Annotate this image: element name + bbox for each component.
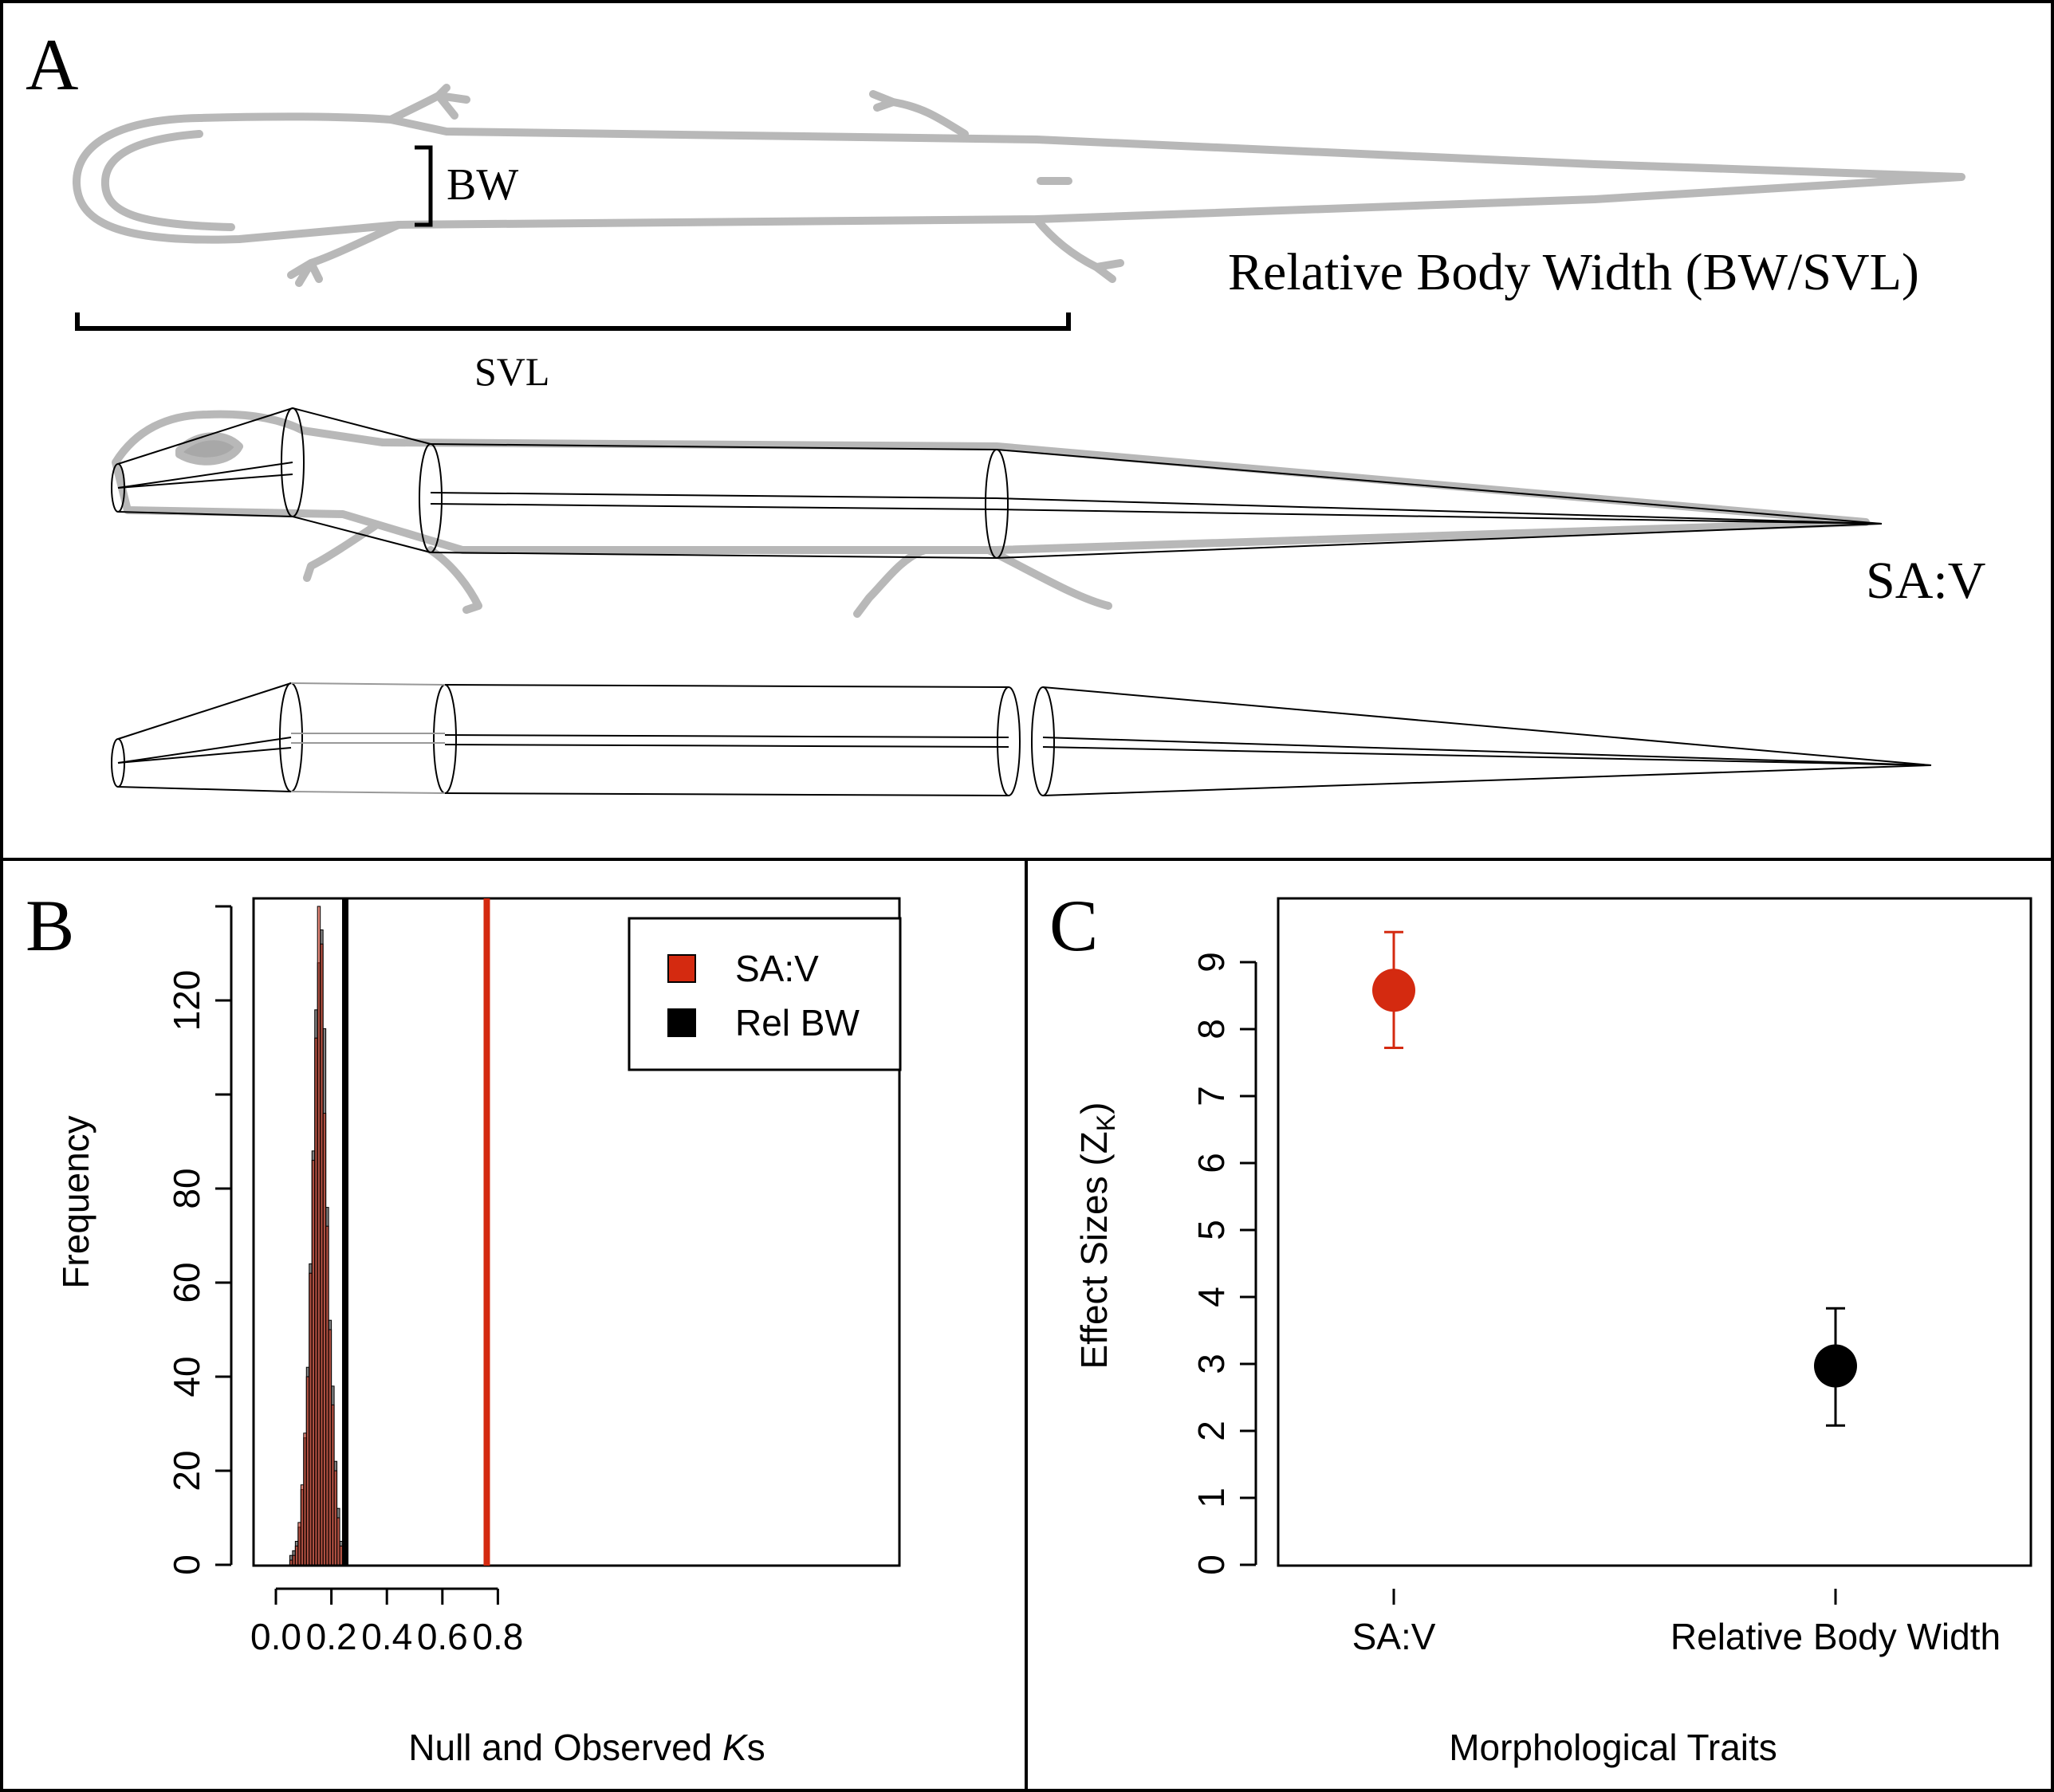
effect-size-point	[1372, 969, 1415, 1012]
histogram-bar	[305, 1376, 310, 1566]
rel-bw-title: Relative Body Width (BW/SVL)	[1228, 243, 1919, 301]
x-tick-label: 0.4	[361, 1616, 412, 1657]
y-tick-label: 5	[1190, 1220, 1232, 1240]
y-tick-label: 20	[166, 1450, 207, 1491]
histogram-y-axis-title: Frequency	[55, 1115, 96, 1288]
histogram-bar	[328, 1329, 332, 1566]
panel-b-label: B	[26, 885, 74, 966]
legend-swatch-sav	[667, 954, 696, 983]
x-tick-label: 0.0	[250, 1616, 301, 1657]
svl-label: SVL	[474, 349, 549, 394]
x-tick-label: 0.8	[472, 1616, 523, 1657]
histogram-bar	[325, 1225, 329, 1566]
x-tick-label: SA:V	[1352, 1616, 1436, 1657]
histogram-bar	[314, 1037, 318, 1566]
y-tick-label: 80	[166, 1168, 207, 1208]
histogram-x-axis-title: Null and Observed Ks	[408, 1727, 765, 1768]
observed-k-lines	[342, 898, 490, 1566]
effect-size-plot-frame	[1277, 897, 2032, 1567]
effect-size-x-axis: SA:V Relative Body Width	[1352, 1589, 2001, 1657]
legend-swatch-rel-bw	[667, 1008, 696, 1037]
legend-box	[628, 917, 902, 1071]
y-tick-label: 9	[1190, 952, 1232, 973]
svl-bracket	[75, 312, 1071, 331]
y-tick-label: 8	[1190, 1019, 1232, 1039]
histogram-bar	[331, 1404, 335, 1566]
y-tick-label: 120	[166, 970, 207, 1032]
sav-model-geometric	[111, 682, 1932, 796]
histogram-bar	[320, 943, 324, 1566]
effect-size-point	[1814, 1344, 1857, 1388]
panel-a: A BW SVL Relative Body Width (BW/SVL)	[26, 24, 1985, 796]
y-tick-label: 0	[1190, 1554, 1232, 1575]
x-tick-label: Relative Body Width	[1670, 1616, 2001, 1657]
histogram-bar	[292, 1554, 296, 1566]
histogram-y-axis: 0 20 40 60 80 120	[166, 905, 233, 1575]
y-tick-label: 3	[1190, 1354, 1232, 1374]
histogram-bar	[317, 906, 321, 1566]
histogram-plot-frame	[252, 897, 901, 1567]
panel-c: C 0 1 2 3 4 5 6 7 8 9 SA:V Relative Body Width Mor…	[1049, 885, 2032, 1768]
panel-b: B 0.0 0.2 0.4 0.6 0.8 0 20 40 60 80 120 SA:V Rel …	[26, 885, 902, 1768]
y-tick-label: 7	[1190, 1086, 1232, 1106]
bw-label: BW	[447, 160, 518, 210]
panel-a-label: A	[26, 24, 78, 105]
legend-label-rel-bw: Rel BW	[735, 1002, 860, 1043]
sav-model-lateral	[111, 407, 1883, 559]
y-tick-label: 1	[1190, 1487, 1232, 1508]
x-tick-label: 0.6	[417, 1616, 468, 1657]
histogram-legend: SA:V Rel BW	[628, 917, 902, 1071]
histogram-bar	[311, 1160, 316, 1566]
effect-size-y-axis: 0 1 2 3 4 5 6 7 8 9	[1190, 952, 1257, 1575]
histogram-bar	[322, 1113, 327, 1566]
y-tick-label: 6	[1190, 1153, 1232, 1173]
salamander-dorsal-illustration	[72, 84, 1965, 287]
effect-size-x-axis-title: Morphological Traits	[1449, 1727, 1777, 1768]
y-tick-label: 40	[166, 1356, 207, 1397]
x-tick-label: 0.2	[306, 1616, 357, 1657]
histogram-bar	[309, 1272, 313, 1566]
bw-bracket	[415, 145, 433, 227]
histogram-bar	[297, 1522, 301, 1566]
histogram-x-axis: 0.0 0.2 0.4 0.6 0.8	[250, 1587, 523, 1657]
histogram-bar	[333, 1470, 338, 1566]
histogram-bar	[339, 1545, 344, 1566]
histogram-bar	[289, 1559, 293, 1566]
y-tick-label: 4	[1190, 1287, 1232, 1307]
histogram-bar	[303, 1432, 307, 1566]
histogram-bar	[294, 1545, 299, 1566]
legend-label-sav: SA:V	[735, 948, 819, 989]
panel-c-label: C	[1049, 885, 1098, 966]
effect-size-y-axis-title: Effect Sizes (ZK)	[1073, 1102, 1120, 1370]
sav-title: SA:V	[1866, 552, 1985, 610]
salamander-lateral-illustration	[112, 410, 1870, 618]
y-tick-label: 60	[166, 1262, 207, 1303]
y-tick-label: 0	[166, 1554, 207, 1575]
histogram-bar	[336, 1517, 340, 1566]
histogram-bars-sav	[289, 906, 348, 1566]
y-tick-label: 2	[1190, 1421, 1232, 1441]
histogram-bar	[300, 1484, 305, 1566]
effect-size-points	[1372, 930, 1857, 1427]
